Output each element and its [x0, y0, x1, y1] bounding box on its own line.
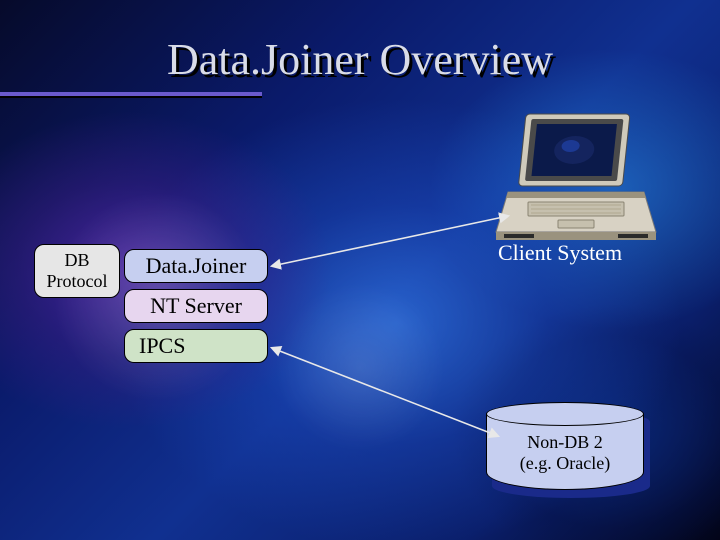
cylinder-line2: (e.g. Oracle) — [520, 453, 610, 473]
db-protocol-box: DB Protocol — [34, 244, 120, 298]
cylinder-text: Non-DB 2 (e.g. Oracle) — [486, 432, 644, 473]
datajoiner-label: Data.Joiner — [146, 253, 247, 279]
title-underline — [0, 92, 262, 96]
nt-server-label: NT Server — [150, 293, 242, 319]
cylinder-line1: Non-DB 2 — [527, 432, 603, 452]
page-title: Data.Joiner Overview Data.Joiner Overvie… — [0, 34, 720, 85]
client-system-label: Client System — [498, 240, 622, 266]
database-cylinder: Non-DB 2 (e.g. Oracle) — [486, 402, 644, 490]
nt-server-box: NT Server — [124, 289, 268, 323]
title-text: Data.Joiner Overview — [167, 35, 553, 84]
ipcs-box: IPCS — [124, 329, 268, 363]
laptop-icon — [490, 112, 660, 247]
ipcs-label: IPCS — [139, 333, 185, 359]
cylinder-top — [486, 402, 644, 426]
datajoiner-box: Data.Joiner — [124, 249, 268, 283]
db-protocol-label: DB Protocol — [47, 250, 108, 292]
